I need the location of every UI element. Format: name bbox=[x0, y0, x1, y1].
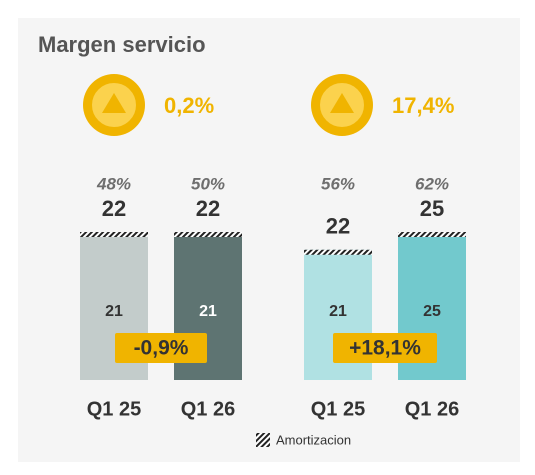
change-arrow bbox=[102, 93, 126, 113]
total-label: 22 bbox=[326, 214, 350, 239]
legend-label: Amortizacion bbox=[276, 432, 351, 447]
change-arrow bbox=[330, 93, 354, 113]
value-label: 21 bbox=[329, 303, 347, 320]
change-label: 17,4% bbox=[392, 93, 454, 118]
x-tick-label: Q1 26 bbox=[405, 398, 459, 420]
total-label: 22 bbox=[196, 196, 220, 221]
delta-badge bbox=[115, 333, 207, 363]
amortization bbox=[304, 249, 372, 255]
x-tick-label: Q1 25 bbox=[87, 398, 141, 420]
amortization bbox=[80, 232, 148, 237]
delta-label: -0,9% bbox=[134, 337, 189, 360]
value-label: 21 bbox=[105, 303, 123, 320]
value-label: 25 bbox=[423, 303, 441, 320]
total-label: 25 bbox=[420, 196, 444, 221]
total-label: 22 bbox=[102, 196, 126, 221]
change-label: 0,2% bbox=[164, 93, 214, 118]
delta-label: +18,1% bbox=[349, 337, 421, 360]
x-tick-label: Q1 25 bbox=[311, 398, 365, 420]
delta-badge bbox=[333, 333, 437, 363]
share-label: 48% bbox=[96, 174, 131, 193]
amortization bbox=[398, 232, 466, 237]
share-label: 62% bbox=[415, 174, 449, 193]
legend-swatch bbox=[256, 433, 270, 447]
amortization bbox=[174, 232, 242, 237]
chart-title: Margen servicio bbox=[38, 32, 206, 57]
value-label: 21 bbox=[199, 303, 217, 320]
share-label: 56% bbox=[321, 174, 355, 193]
x-tick-label: Q1 26 bbox=[181, 398, 235, 420]
share-label: 50% bbox=[191, 174, 225, 193]
